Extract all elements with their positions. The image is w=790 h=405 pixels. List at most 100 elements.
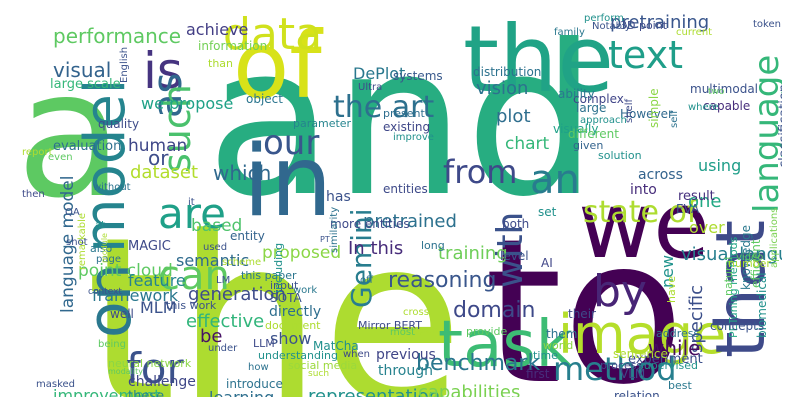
- cloud-word-more: more entities: [330, 217, 410, 231]
- cloud-word-of: of: [233, 12, 322, 119]
- cloud-word-neural-network: neural network: [108, 357, 192, 370]
- cloud-word-capable: capable: [703, 99, 751, 113]
- cloud-word-human: human: [128, 136, 188, 156]
- cloud-word-large: large: [576, 101, 607, 115]
- cloud-word-our: our: [263, 123, 320, 163]
- cloud-word-classification: classification: [777, 83, 782, 168]
- cloud-word-long: long: [421, 239, 445, 252]
- cloud-word-best: best: [668, 379, 692, 392]
- cloud-word-has: has: [326, 189, 351, 205]
- cloud-word-distribution: distribution: [473, 65, 542, 79]
- cloud-word-concepts: concepts: [710, 319, 765, 333]
- cloud-word-visual-language: visual language: [681, 244, 782, 265]
- cloud-word-this-paper: this paper: [241, 269, 297, 282]
- cloud-word-ai: AI: [541, 256, 553, 270]
- cloud-word-task: task: [438, 308, 573, 382]
- cloud-word-their: their: [568, 307, 596, 321]
- cloud-word-an: an: [530, 157, 580, 203]
- cloud-word-reasoning: reasoning: [388, 268, 497, 293]
- cloud-word-llm: LLM: [253, 337, 275, 350]
- cloud-word-approach: approach: [580, 115, 627, 126]
- cloud-word-simple: simple: [647, 88, 661, 128]
- cloud-word-two: two: [708, 87, 725, 97]
- cloud-word-pretrained-b: Mirror BERT: [358, 319, 422, 332]
- cloud-word-entities: entities: [383, 182, 428, 196]
- cloud-word-we: we: [578, 172, 710, 279]
- cloud-word-by: by: [593, 266, 647, 317]
- cloud-word-across: across: [638, 167, 683, 183]
- cloud-word-different: different: [568, 127, 619, 141]
- cloud-word-ultra: Ultra: [358, 82, 383, 93]
- cloud-word-improve: improve: [393, 132, 434, 143]
- cloud-word-in: in: [243, 125, 333, 239]
- cloud-word-one: one: [688, 191, 722, 212]
- word-cloud-canvas: and the to a of in we the task image on model that la…: [8, 8, 782, 397]
- cloud-word-qa: QA: [65, 207, 80, 218]
- cloud-word-time: time: [533, 349, 558, 362]
- cloud-word-applications: applications: [769, 207, 780, 268]
- cloud-word-similarity: similarity: [329, 206, 340, 253]
- cloud-word-video: video: [736, 252, 764, 263]
- cloud-word-training: training: [438, 243, 508, 264]
- cloud-word-used: used: [203, 242, 228, 253]
- cloud-word-this-work: this work: [166, 299, 217, 312]
- cloud-word-pretrained: pretrained: [363, 211, 457, 232]
- cloud-word-shot: shot: [66, 237, 88, 248]
- cloud-word-than: than: [208, 57, 233, 70]
- cloud-word-such-small: such: [308, 369, 330, 379]
- cloud-word-address: address: [656, 327, 700, 340]
- cloud-word-them: them: [546, 327, 578, 341]
- cloud-word-framework: framework: [92, 286, 179, 305]
- cloud-word-without: without: [93, 182, 131, 193]
- cloud-word-token: token: [753, 19, 781, 30]
- cloud-word-based: based: [191, 216, 243, 236]
- cloud-word-quality: quality: [98, 117, 140, 131]
- cloud-word-the-top: the: [463, 8, 614, 113]
- cloud-word-complex: complex: [573, 92, 624, 106]
- cloud-word-first: first: [526, 367, 550, 381]
- cloud-word-relation: relation: [614, 389, 660, 397]
- cloud-word-shelf: shelf: [624, 99, 635, 123]
- cloud-word-then: then: [22, 189, 45, 200]
- cloud-word-family: family: [554, 27, 585, 38]
- cloud-word-in-this: In this: [348, 238, 404, 259]
- cloud-word-multimodal: multimodal: [690, 82, 759, 96]
- cloud-word-most: most: [390, 327, 415, 338]
- cloud-word-open: open: [413, 325, 438, 336]
- cloud-word-including: including: [272, 242, 285, 293]
- cloud-word-systems: systems: [393, 69, 443, 83]
- cloud-word-3d-point: 3D point: [620, 19, 668, 32]
- cloud-word-pt: PT: [320, 235, 330, 244]
- cloud-word-for: for: [126, 344, 184, 393]
- cloud-word-and: and: [206, 8, 598, 243]
- cloud-word-also: also: [90, 242, 113, 255]
- cloud-word-supervised: supervised: [638, 359, 699, 372]
- cloud-word-over: over: [689, 218, 725, 237]
- cloud-word-solution: solution: [598, 149, 642, 162]
- cloud-word-evaluation: evaluation: [53, 139, 122, 154]
- cloud-word-the-big: the: [86, 189, 464, 398]
- cloud-word-learning: learning: [209, 390, 274, 398]
- cloud-word-introduce: introduce: [226, 377, 283, 391]
- cloud-word-number: number: [728, 257, 771, 270]
- cloud-word-matcha: MatCha: [313, 339, 359, 353]
- cloud-word-level: level: [500, 249, 529, 263]
- cloud-word-be: be: [200, 326, 223, 347]
- cloud-word-are: are: [158, 189, 226, 238]
- cloud-word-parameter: parameter: [293, 117, 352, 130]
- cloud-word-cross: cross: [403, 307, 429, 318]
- cloud-word-a: a: [16, 34, 124, 237]
- cloud-word-module: module: [100, 233, 109, 263]
- cloud-word-being: being: [98, 339, 126, 350]
- cloud-word-document: document: [265, 319, 321, 332]
- cloud-word-sota: SOTA: [270, 291, 302, 305]
- cloud-word-capabilities: capabilities: [418, 382, 521, 398]
- cloud-word-is: is: [143, 42, 183, 100]
- cloud-word-which: which: [213, 161, 272, 185]
- cloud-word-can: can: [158, 253, 230, 299]
- cloud-word-experiment: experiment: [628, 352, 703, 367]
- cloud-word-work: work: [293, 285, 318, 296]
- cloud-word-large-scale: large scale: [50, 77, 121, 92]
- cloud-word-state-of: state of: [583, 195, 698, 230]
